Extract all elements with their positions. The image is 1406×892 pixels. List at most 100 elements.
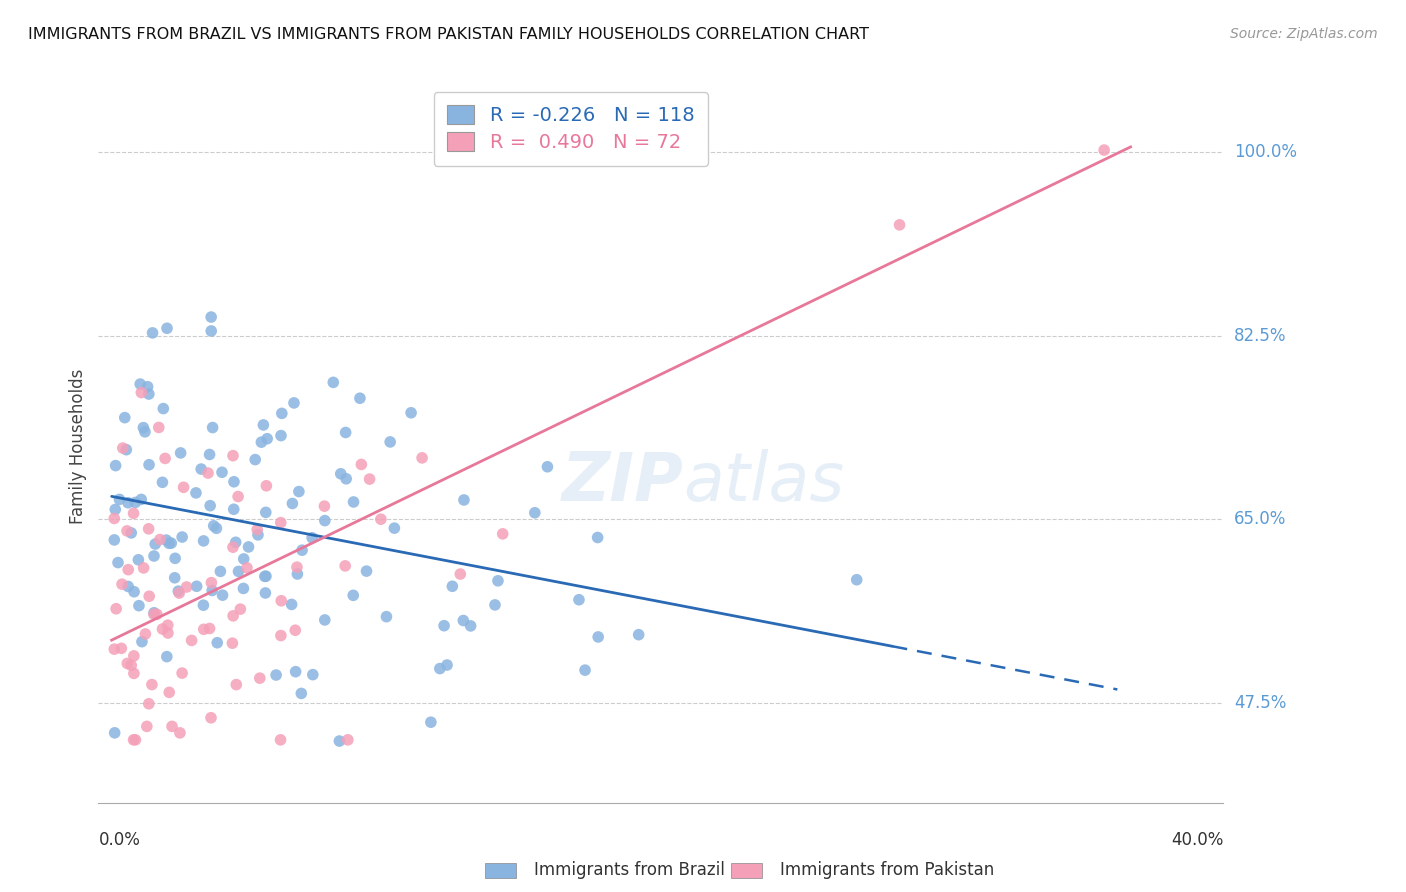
- Point: [283, 396, 305, 410]
- Point: [152, 401, 174, 416]
- Text: 82.5%: 82.5%: [1234, 326, 1286, 345]
- Point: [156, 618, 179, 632]
- Y-axis label: Family Households: Family Households: [69, 368, 87, 524]
- Point: [433, 618, 456, 632]
- Point: [322, 376, 344, 390]
- Point: [249, 671, 271, 685]
- Point: [236, 561, 259, 575]
- Point: [284, 624, 307, 638]
- Text: Immigrants from Pakistan: Immigrants from Pakistan: [780, 861, 994, 879]
- Point: [124, 732, 146, 747]
- Point: [314, 499, 336, 513]
- Point: [167, 584, 190, 599]
- Point: [104, 726, 127, 740]
- Point: [143, 549, 166, 563]
- Point: [845, 573, 868, 587]
- Point: [335, 558, 357, 573]
- Point: [270, 428, 292, 442]
- Point: [449, 567, 471, 582]
- Point: [270, 629, 292, 643]
- Point: [200, 711, 222, 725]
- Point: [250, 435, 273, 450]
- Point: [288, 484, 311, 499]
- Point: [252, 417, 274, 432]
- Point: [132, 420, 155, 434]
- Text: atlas: atlas: [683, 449, 845, 515]
- Point: [486, 574, 509, 588]
- Point: [156, 649, 179, 664]
- Point: [120, 525, 142, 540]
- Point: [238, 540, 260, 554]
- Point: [222, 475, 245, 489]
- Point: [108, 492, 131, 507]
- Text: Source: ZipAtlas.com: Source: ZipAtlas.com: [1230, 27, 1378, 41]
- Point: [193, 598, 215, 612]
- Point: [184, 486, 207, 500]
- Point: [122, 666, 145, 681]
- Text: 47.5%: 47.5%: [1234, 694, 1286, 712]
- Point: [209, 565, 232, 579]
- Point: [281, 496, 304, 510]
- Point: [107, 556, 129, 570]
- Point: [117, 657, 139, 671]
- Point: [301, 531, 323, 545]
- Point: [314, 613, 336, 627]
- Point: [202, 518, 225, 533]
- Point: [221, 636, 243, 650]
- Point: [229, 602, 252, 616]
- Point: [122, 732, 145, 747]
- Point: [134, 425, 156, 439]
- Point: [419, 715, 441, 730]
- Point: [131, 634, 153, 648]
- Point: [336, 732, 359, 747]
- Point: [103, 533, 125, 547]
- Point: [375, 609, 398, 624]
- Point: [143, 606, 166, 620]
- Point: [176, 580, 198, 594]
- Point: [198, 499, 221, 513]
- Point: [155, 533, 177, 547]
- Point: [136, 380, 159, 394]
- Point: [205, 521, 228, 535]
- Point: [349, 391, 371, 405]
- Legend: R = -0.226   N = 118, R =  0.490   N = 72: R = -0.226 N = 118, R = 0.490 N = 72: [433, 92, 709, 166]
- Point: [232, 582, 254, 596]
- Point: [492, 526, 515, 541]
- Point: [270, 406, 292, 420]
- Point: [382, 521, 405, 535]
- Point: [222, 540, 245, 554]
- Point: [370, 512, 392, 526]
- Point: [586, 531, 609, 545]
- Point: [226, 490, 249, 504]
- Point: [193, 622, 215, 636]
- Point: [201, 583, 224, 598]
- Point: [335, 425, 357, 440]
- Point: [122, 584, 145, 599]
- Point: [441, 579, 464, 593]
- Point: [429, 662, 451, 676]
- Point: [200, 310, 222, 324]
- Point: [142, 326, 165, 340]
- Point: [207, 636, 229, 650]
- Point: [627, 628, 650, 642]
- Point: [129, 492, 152, 507]
- Point: [115, 442, 138, 457]
- Point: [198, 448, 221, 462]
- Point: [165, 551, 187, 566]
- Point: [889, 218, 911, 232]
- Point: [291, 543, 314, 558]
- Point: [193, 533, 215, 548]
- Point: [138, 387, 160, 401]
- Point: [225, 678, 247, 692]
- Point: [128, 599, 150, 613]
- Point: [146, 607, 169, 622]
- Point: [574, 663, 596, 677]
- Point: [211, 588, 233, 602]
- Point: [131, 385, 153, 400]
- Point: [122, 506, 145, 520]
- Point: [200, 575, 222, 590]
- Point: [156, 626, 179, 640]
- Point: [484, 598, 506, 612]
- Point: [228, 565, 250, 579]
- Point: [232, 552, 254, 566]
